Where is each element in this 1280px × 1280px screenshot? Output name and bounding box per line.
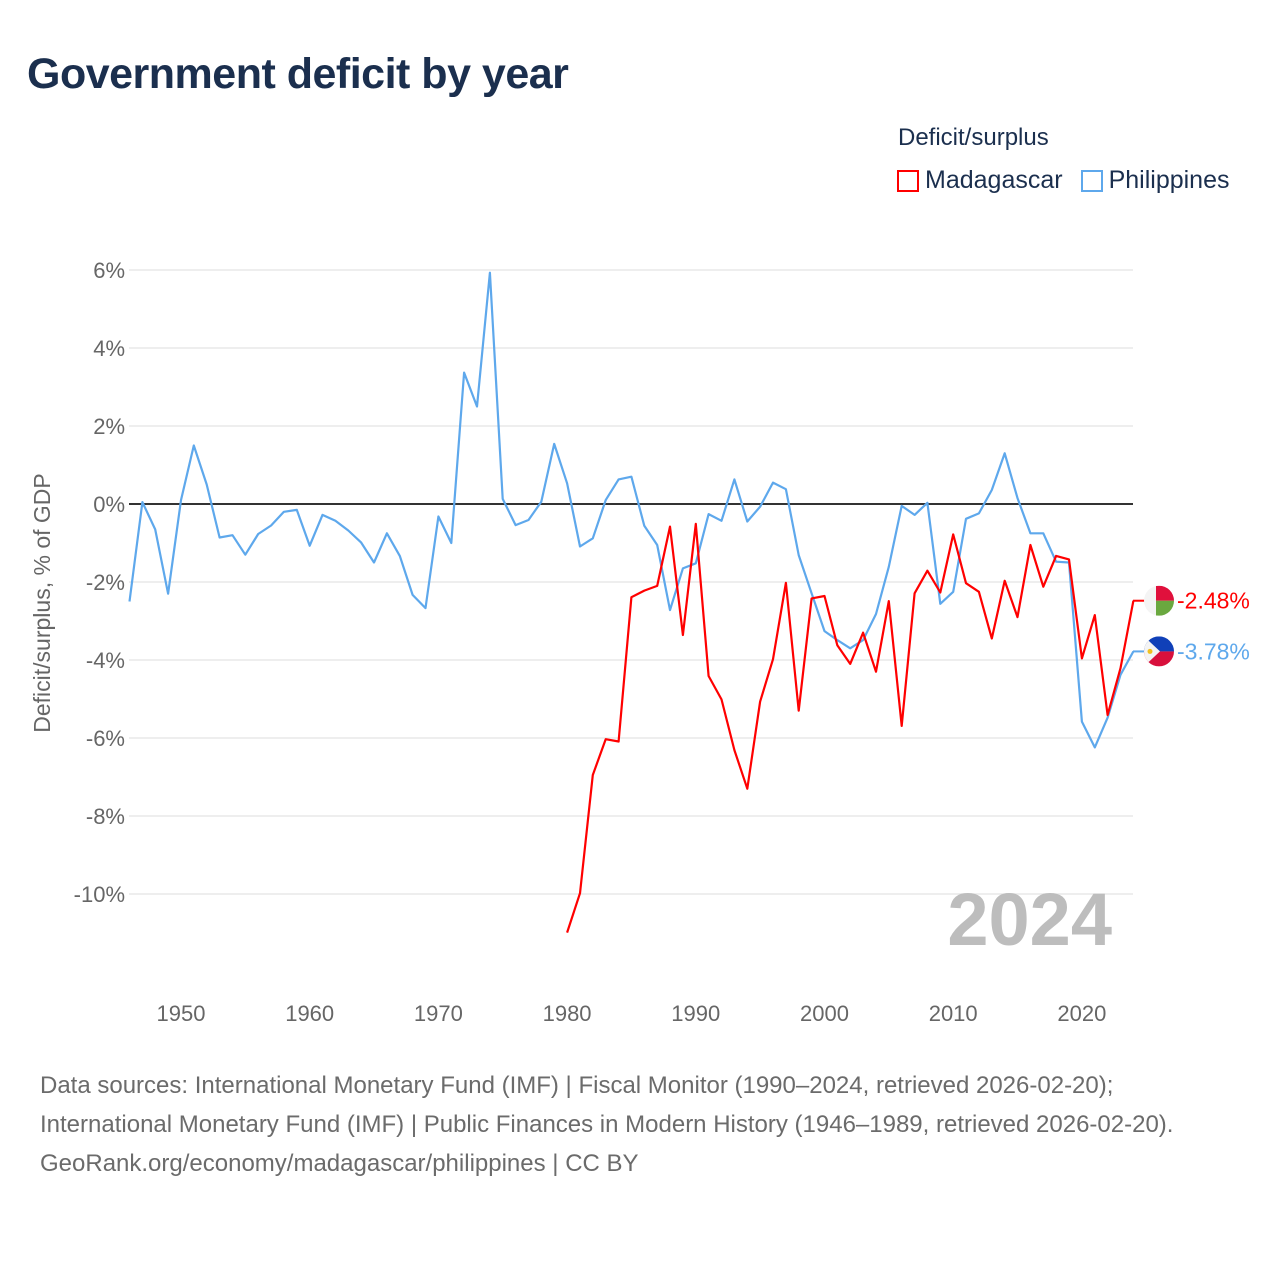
- x-tick-label: 1950: [157, 1001, 206, 1026]
- y-tick-label: 0%: [93, 492, 125, 517]
- end-value-label: -3.78%: [1177, 638, 1250, 664]
- y-tick-label: 2%: [93, 414, 125, 439]
- page-title: Government deficit by year: [27, 50, 569, 98]
- attribution-link[interactable]: GeoRank.org/economy/madagascar/philippin…: [40, 1150, 639, 1177]
- series-lines: [128, 271, 1135, 933]
- year-watermark: 2024: [947, 878, 1112, 961]
- legend-item-philippines[interactable]: Philippines: [1080, 166, 1230, 195]
- flag-sun: [1147, 648, 1153, 654]
- x-tick-label: 1980: [543, 1001, 592, 1026]
- legend-swatch-philippines: [1080, 169, 1103, 192]
- end-value-label: -2.48%: [1177, 588, 1250, 614]
- y-tick-label: -10%: [74, 882, 125, 907]
- legend-title: Deficit/surplus: [898, 124, 1049, 151]
- madagascar-flag-icon: [1144, 585, 1174, 616]
- y-tick-label: -2%: [86, 570, 125, 595]
- legend-label: Philippines: [1108, 166, 1230, 194]
- footer: Data sources: International Monetary Fun…: [40, 1066, 1240, 1183]
- y-axis-label: Deficit/surplus, % of GDP: [29, 473, 55, 732]
- x-tick-label: 1970: [414, 1001, 463, 1026]
- philippines-flag-icon: [1144, 636, 1174, 667]
- flag-red: [1156, 585, 1174, 601]
- x-tick-label: 1960: [285, 1001, 334, 1026]
- data-sources: Data sources: International Monetary Fun…: [40, 1072, 1174, 1138]
- gridlines: [129, 269, 1133, 895]
- legend-item-madagascar[interactable]: Madagascar: [897, 166, 1063, 195]
- flag-green: [1156, 600, 1174, 616]
- y-tick-label: -8%: [86, 804, 125, 829]
- y-tick-label: -4%: [86, 648, 125, 673]
- legend-label: Madagascar: [925, 166, 1063, 194]
- flag-body: [1144, 585, 1174, 616]
- x-tick-label: 1990: [671, 1001, 720, 1026]
- legend: Madagascar Philippines: [897, 166, 1230, 195]
- y-tick-label: -6%: [86, 726, 125, 751]
- legend-swatch-madagascar: [897, 169, 919, 192]
- y-tick-label: 6%: [93, 258, 125, 283]
- series-line-philippines: [128, 271, 1135, 749]
- x-tick-label: 2000: [800, 1001, 849, 1026]
- end-labels: -3.78% -2.48%: [1133, 585, 1250, 667]
- series-line-madagascar: [566, 522, 1135, 933]
- x-tick-label: 2010: [929, 1001, 978, 1026]
- flag-body: [1144, 636, 1174, 667]
- y-tick-label: 4%: [93, 336, 125, 361]
- x-axis-ticks: 1950 1960 1970 1980 1990 2000 2010 2020: [157, 1001, 1107, 1026]
- y-axis-ticks: 6% 4% 2% 0% -2% -4% -6% -8% -10%: [74, 258, 125, 907]
- x-tick-label: 2020: [1057, 1001, 1106, 1026]
